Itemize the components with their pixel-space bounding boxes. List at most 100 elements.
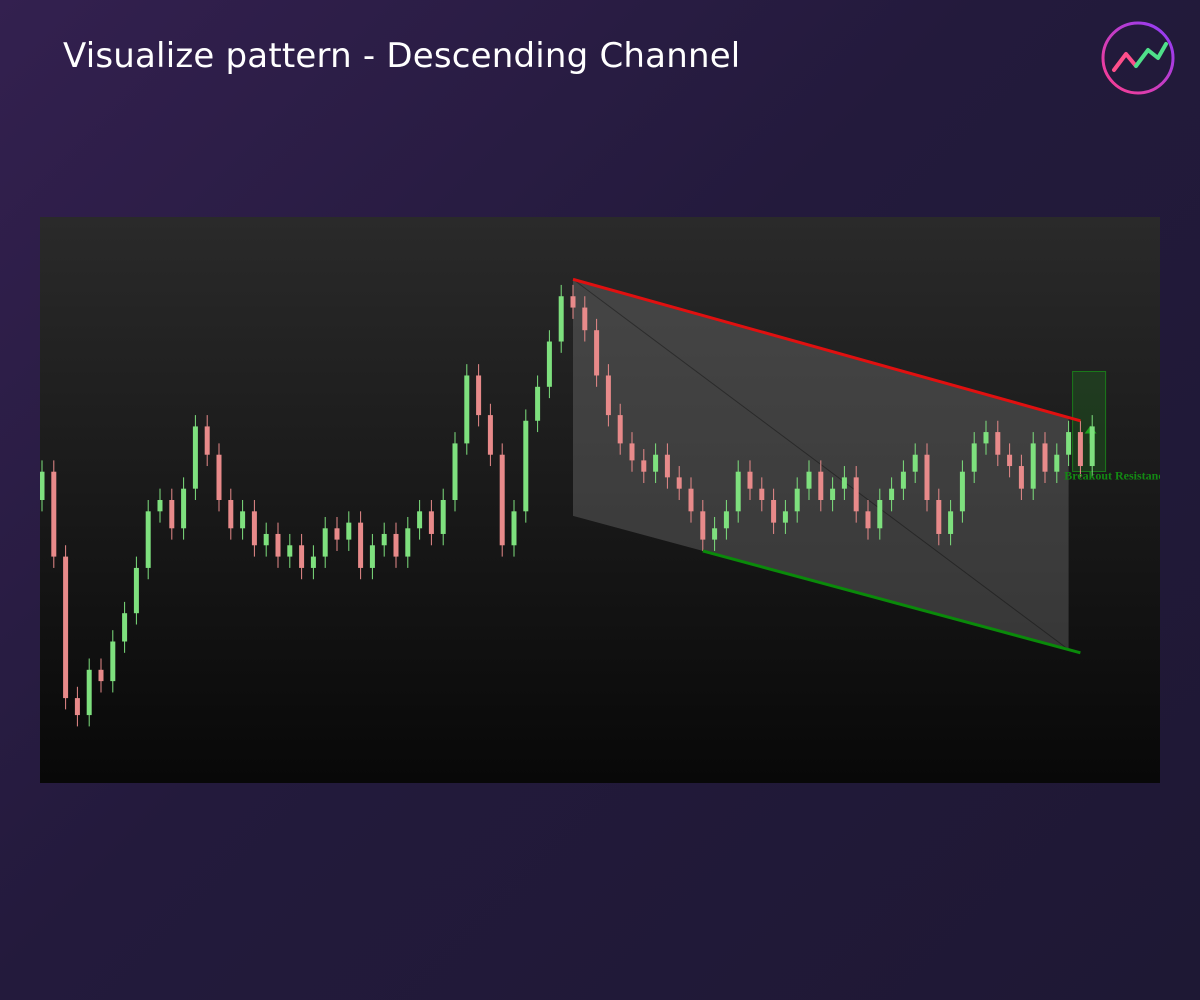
candle-body (192, 426, 198, 489)
candle-body (877, 500, 883, 529)
annotation: Breakout Resistance (1064, 468, 1160, 482)
candle-body (40, 471, 45, 500)
candle-body (216, 454, 222, 500)
candle-body (936, 500, 942, 534)
candle-body (582, 307, 588, 331)
candle-body (889, 488, 895, 500)
candle-body (747, 471, 753, 489)
candle-body (641, 460, 647, 472)
candle-body (110, 641, 116, 682)
candle-body (369, 545, 375, 568)
candle-body (145, 511, 151, 568)
candle-body (251, 511, 257, 546)
candle-body (51, 471, 57, 557)
candle-body (688, 488, 694, 512)
candle-body (86, 669, 92, 716)
chart-background (40, 217, 1160, 783)
candle-body (157, 500, 163, 512)
candle-body (1007, 454, 1013, 467)
candle-body (240, 511, 246, 529)
candle-body (511, 511, 517, 546)
candle-body (570, 296, 576, 308)
page-title: Visualize pattern - Descending Channel (63, 36, 741, 76)
candle-body (74, 698, 80, 716)
channel-upper (572, 277, 1081, 423)
candle-body (806, 471, 812, 489)
candle-body (653, 454, 659, 472)
candle-body (287, 545, 293, 557)
candle-body (605, 375, 611, 416)
candle-body (1042, 443, 1048, 472)
candle-body (594, 330, 600, 376)
candle-body (322, 528, 328, 557)
candle-body (133, 567, 139, 614)
candle-body (1066, 432, 1072, 455)
candle-body (1018, 466, 1024, 489)
candle-body (983, 432, 989, 444)
candle-body (558, 296, 564, 342)
candle-body (535, 386, 541, 421)
chart: Breakout Resistance (40, 217, 1160, 783)
candle-body (63, 556, 69, 699)
candle-body (959, 471, 965, 512)
candle-body (723, 511, 729, 529)
candle-body (428, 511, 434, 534)
candle-body (676, 477, 682, 489)
candle-body (169, 500, 175, 529)
candle-body (1089, 426, 1095, 467)
logo (1101, 21, 1175, 95)
candle-body (794, 488, 800, 512)
candle-body (841, 477, 847, 489)
candle-body (275, 533, 281, 557)
candle-body (346, 522, 352, 540)
candle-body (499, 454, 505, 546)
logo-ring (1101, 21, 1175, 95)
logo-line-red (1112, 52, 1138, 72)
candle-body (440, 500, 446, 534)
candle-body (452, 443, 458, 500)
candle-body (900, 471, 906, 489)
candle-body (523, 420, 529, 512)
candle-body (771, 500, 777, 523)
logo-line-green (1134, 42, 1168, 68)
candle-body (263, 533, 269, 546)
channel-lower (702, 549, 1081, 655)
candle-body (1054, 454, 1060, 472)
candle-body (334, 528, 340, 540)
candle-body (1077, 432, 1083, 467)
candle-body (995, 432, 1001, 455)
candle-body (782, 511, 788, 523)
candle-body (629, 443, 635, 461)
candle-body (735, 471, 741, 512)
candle-body (417, 511, 423, 529)
candle-body (617, 415, 623, 444)
candle-body (818, 471, 824, 500)
candle-body (924, 454, 930, 500)
candle-body (464, 375, 470, 444)
candle-body (393, 533, 399, 557)
candle-body (664, 454, 670, 478)
candle-body (853, 477, 859, 512)
candle-body (122, 613, 128, 642)
candle-body (1030, 443, 1036, 489)
candle-body (759, 488, 765, 500)
candle-body (948, 511, 954, 534)
candle-body (358, 522, 364, 568)
candle-body (299, 545, 305, 568)
candle-body (912, 454, 918, 472)
candle-body (830, 488, 836, 500)
candle-body (310, 556, 316, 568)
candle-body (865, 511, 871, 529)
candle-body (546, 341, 552, 387)
candle-body (204, 426, 210, 455)
candle-body (181, 488, 187, 529)
candle-body (381, 533, 387, 546)
candle-body (228, 500, 234, 529)
candle-body (487, 415, 493, 455)
candle-body (712, 528, 718, 540)
candle-body (700, 511, 706, 540)
candle-body (971, 443, 977, 472)
candle-body (98, 669, 104, 682)
candle-body (476, 375, 482, 416)
